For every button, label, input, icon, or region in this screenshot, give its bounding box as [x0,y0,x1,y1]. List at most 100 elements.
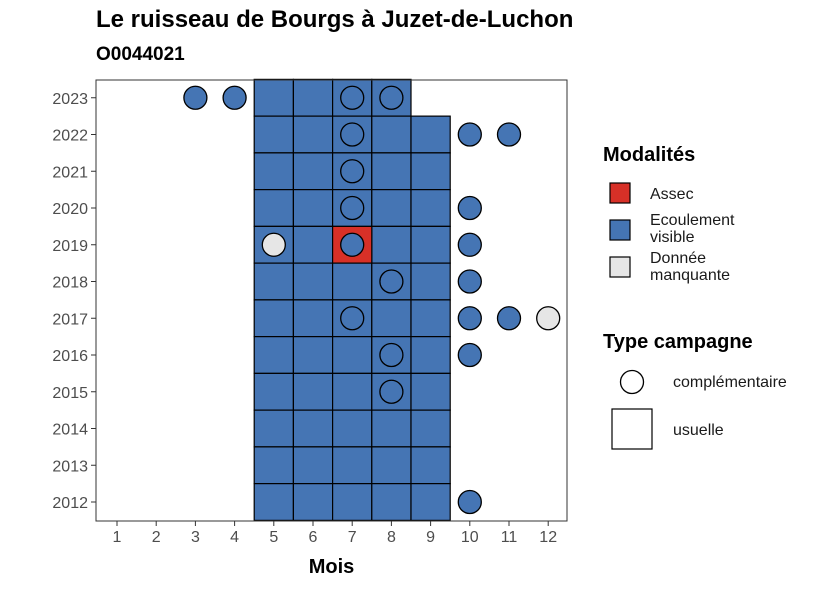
point-2022-11 [496,122,522,147]
x-tick-label-3: 3 [191,529,200,546]
point-2017-11 [496,306,522,331]
tile-2018-9 [410,262,451,301]
tile-2012-5 [253,483,294,521]
tile-2020-9 [410,189,451,227]
point-2018-8 [379,269,404,294]
tile-2016-9 [410,336,451,374]
point-2023-7 [340,85,365,110]
y-tick-label-2023: 2023 [52,91,88,108]
x-tick-label-8: 8 [387,529,396,546]
point-2023-4 [222,85,247,110]
point-2019-10 [457,232,482,257]
tile-2022-6 [292,115,334,154]
legend-key-complementaire [619,369,645,395]
tile-2018-6 [292,262,334,301]
legend-label-manquante: Donnée manquante [650,250,731,284]
point-2018-10 [457,269,482,294]
point-2016-8 [379,342,404,368]
tile-2021-8 [371,152,412,191]
plot-border [95,79,568,522]
tile-2012-9 [410,483,451,521]
x-tick-label-9: 9 [426,529,435,546]
legend-key-assec [609,182,631,204]
legend-key-usuelle [611,408,653,450]
point-2016-10 [457,342,482,368]
x-tick-label-7: 7 [348,529,357,546]
point-2023-8 [379,85,404,110]
tile-2014-7 [332,409,373,448]
tile-2019-6 [292,225,334,264]
legend-key-manquante [609,256,631,278]
tile-2020-8 [371,189,412,227]
tile-2017-9 [410,299,451,338]
point-2015-8 [379,379,404,404]
x-tick-label-11: 11 [501,529,518,546]
tile-2022-9 [410,115,451,154]
tile-2019-9 [410,225,451,264]
x-tick-label-12: 12 [539,529,557,546]
tile-2012-8 [371,483,412,521]
tile-2022-5 [253,115,294,154]
tile-2018-5 [253,262,294,301]
point-2022-10 [457,122,482,147]
tile-2023-6 [292,78,334,117]
tile-2016-7 [332,336,373,374]
y-tick-label-2016: 2016 [52,348,88,365]
point-2017-12 [536,306,561,331]
chart-subtitle: O0044021 [96,44,185,65]
tile-2014-6 [292,409,334,448]
tile-2021-5 [253,152,294,191]
point-2017-10 [457,306,482,331]
tile-2013-9 [410,446,451,485]
y-tick-label-2015: 2015 [52,385,88,402]
legend-key-ecoulement [609,219,631,241]
tile-2015-7 [332,372,373,411]
x-axis-label: Mois [309,556,355,578]
tile-2013-6 [292,446,334,485]
tile-2018-7 [332,262,373,301]
y-tick-label-2022: 2022 [52,128,88,145]
tile-2014-9 [410,409,451,448]
y-tick-label-2021: 2021 [52,164,88,181]
tile-2015-5 [253,372,294,411]
x-tick-label-2: 2 [152,529,161,546]
point-2021-7 [340,159,365,184]
legend-label-usuelle: usuelle [673,422,724,439]
point-2019-7 [340,232,365,257]
x-tick-label-10: 10 [461,529,479,546]
point-2020-7 [340,195,365,221]
y-tick-label-2014: 2014 [52,422,88,439]
tile-2012-6 [292,483,334,521]
tile-2014-8 [371,409,412,448]
tile-2017-6 [292,299,334,338]
tile-2013-7 [332,446,373,485]
y-tick-label-2020: 2020 [52,201,88,218]
tile-2015-6 [292,372,334,411]
point-2022-7 [340,122,365,147]
x-tick-label-5: 5 [269,529,278,546]
point-2017-7 [340,306,365,331]
point-2020-10 [457,195,482,221]
tile-2020-6 [292,189,334,227]
tile-2013-5 [253,446,294,485]
tile-2012-7 [332,483,373,521]
y-tick-label-2018: 2018 [52,275,88,292]
y-tick-label-2019: 2019 [52,238,88,255]
legend-label-assec: Assec [650,186,694,203]
tile-2019-8 [371,225,412,264]
tile-2016-5 [253,336,294,374]
legend-label-complementaire: complémentaire [673,374,787,391]
chart-title: Le ruisseau de Bourgs à Juzet-de-Luchon [96,6,574,33]
tile-2014-5 [253,409,294,448]
y-tick-label-2017: 2017 [52,311,88,328]
point-2012-10 [457,489,482,515]
x-tick-label-4: 4 [230,529,239,546]
legend-modalites-title: Modalités [603,144,696,166]
tile-2021-6 [292,152,334,191]
tile-2020-5 [253,189,294,227]
tile-2017-5 [253,299,294,338]
tile-2013-8 [371,446,412,485]
y-tick-label-2012: 2012 [52,495,88,512]
tile-2016-6 [292,336,334,374]
